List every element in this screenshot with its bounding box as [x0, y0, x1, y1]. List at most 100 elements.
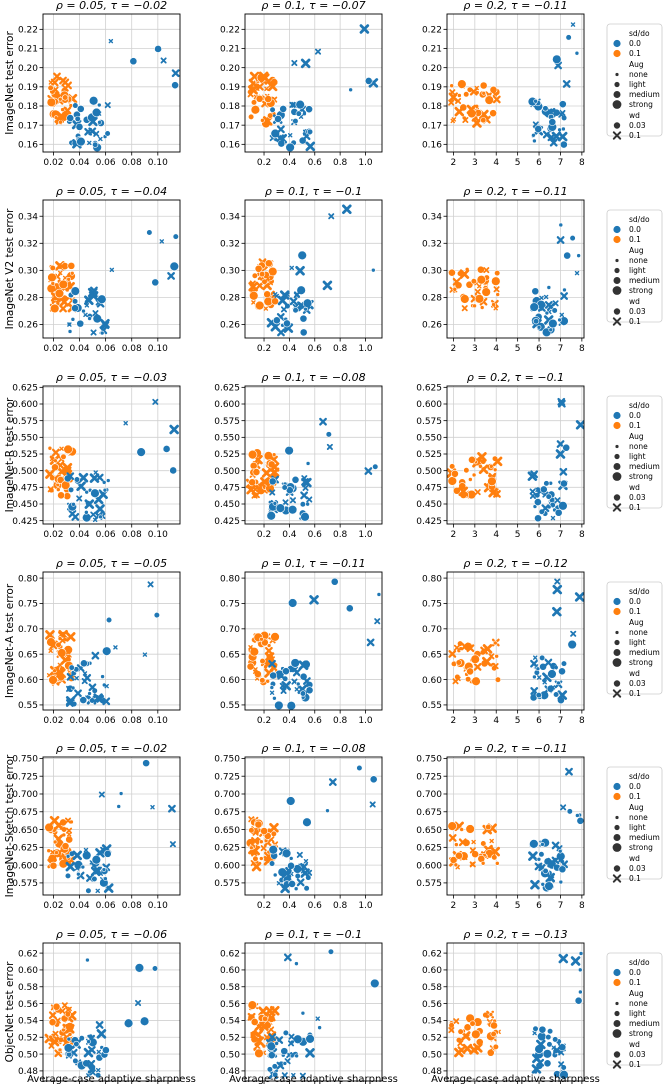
blue-point — [134, 963, 145, 973]
orange-point — [466, 644, 475, 653]
plot-frame — [446, 13, 585, 153]
orange-point — [457, 79, 467, 89]
subplot-title: ρ = 0.1, τ = −0.1 — [265, 185, 362, 198]
subplot-title: ρ = 0.2, τ = −0.13 — [463, 928, 567, 941]
blue-point — [529, 302, 539, 312]
blue-point — [268, 845, 278, 855]
blue-point — [569, 234, 576, 242]
legend-style-swatch — [613, 680, 621, 687]
orange-point — [249, 647, 260, 657]
legend-hue-swatch — [613, 421, 621, 430]
blue-point — [292, 668, 301, 677]
legend-box — [606, 952, 663, 1066]
y-tick-label: 0.28 — [220, 294, 240, 304]
blue-point — [299, 314, 308, 323]
blue-point — [294, 961, 299, 966]
blue-point — [555, 449, 566, 459]
blue-point — [276, 134, 285, 143]
x-tick-label: 4 — [493, 716, 499, 726]
orange-point — [465, 824, 475, 834]
legend-size-swatch — [614, 81, 620, 88]
x-tick-label: 6 — [536, 716, 542, 726]
subplot-1-0: 0.02 0.04 0.06 0.08 0.10 0.26 0.28 0.30 0.32 0.34… — [4, 185, 181, 354]
orange-point — [492, 456, 503, 467]
blue-point — [90, 511, 97, 518]
orange-point — [457, 93, 462, 98]
blue-point — [283, 319, 291, 328]
y-tick-label: 0.700 — [12, 790, 38, 800]
legend-style-swatch — [612, 131, 622, 140]
x-tick-label: 0.02 — [43, 344, 63, 354]
orange-point — [271, 297, 279, 306]
blue-point — [269, 489, 276, 496]
legend-size-swatch — [615, 258, 619, 263]
blue-point — [73, 476, 81, 483]
y-tick-label: 0.60 — [220, 966, 240, 976]
y-tick-label: 0.17 — [220, 121, 240, 131]
blue-point — [88, 96, 99, 106]
blue-point — [330, 577, 339, 586]
blue-point — [533, 318, 540, 325]
blue-point — [294, 687, 300, 692]
orange-point — [251, 850, 258, 857]
legend-style-title: wd — [629, 297, 640, 306]
blue-point — [542, 1049, 553, 1059]
blue-point — [550, 515, 556, 521]
subplot-0-0: 0.02 0.04 0.06 0.08 0.10 0.16 0.17 0.18 0.19 0.20… — [4, 0, 181, 168]
y-tick-label: 0.34 — [18, 212, 38, 222]
orange-point — [65, 632, 76, 642]
blue-point — [90, 488, 100, 498]
y-axis-label: ImageNet-R test error — [4, 397, 16, 512]
blue-point — [300, 491, 309, 500]
orange-point — [461, 305, 468, 312]
legend-size-swatch — [614, 453, 620, 460]
orange-point — [265, 276, 271, 281]
blue-point — [85, 887, 92, 894]
blue-point — [296, 878, 305, 887]
blue-point — [552, 300, 559, 307]
blue-point — [74, 866, 80, 871]
y-tick-label: 0.600 — [12, 861, 38, 871]
blue-point — [305, 105, 313, 114]
blue-point — [169, 261, 179, 272]
x-tick-label: 0.04 — [70, 530, 90, 540]
legend-style-label: 0.1 — [629, 131, 641, 140]
y-tick-label: 0.48 — [422, 1067, 442, 1077]
orange-point — [255, 300, 265, 311]
legend-size-label: none — [629, 70, 648, 79]
legend-size-label: medium — [629, 833, 660, 842]
orange-point — [490, 1030, 497, 1038]
x-axis-label: Average-case adaptive sharpness — [229, 1074, 398, 1084]
subplot-4-0: 0.02 0.04 0.06 0.08 0.10 0.575 0.600 0.625 0.650… — [4, 742, 181, 911]
blue-point — [87, 140, 92, 146]
subplot-4-2: 2 3 4 5 6 7 8 0.575 0.600 0.625 0.650 0.675 0.700 0.7… — [416, 742, 585, 911]
orange-point — [480, 117, 487, 124]
blue-point — [266, 1041, 276, 1051]
blue-point — [558, 501, 568, 511]
orange-point — [492, 1043, 499, 1050]
blue-point — [558, 222, 564, 228]
blue-point — [542, 130, 551, 139]
x-tick-label: 5 — [515, 530, 521, 540]
blue-point — [290, 1052, 295, 1057]
orange-point — [63, 106, 72, 115]
y-tick-label: 0.700 — [416, 790, 442, 800]
blue-point — [65, 853, 71, 859]
blue-point — [531, 132, 536, 138]
blue-point — [72, 850, 82, 861]
orange-point — [247, 91, 254, 98]
y-tick-label: 0.16 — [220, 141, 240, 151]
blue-point — [557, 127, 562, 133]
blue-point — [70, 317, 76, 322]
x-tick-label: 0.6 — [308, 530, 323, 540]
legend-row-1: sd/do0.00.1Augnonelightmediumstrongwd0.0… — [606, 209, 663, 326]
orange-point — [67, 261, 76, 270]
orange-point — [479, 305, 485, 310]
orange-point — [52, 1030, 59, 1037]
subplot-title: ρ = 0.2, τ = −0.12 — [463, 557, 567, 570]
orange-point — [62, 94, 69, 101]
x-tick-label: 8 — [579, 158, 585, 168]
orange-point — [449, 856, 458, 864]
orange-point — [59, 264, 65, 269]
orange-point — [60, 107, 65, 112]
